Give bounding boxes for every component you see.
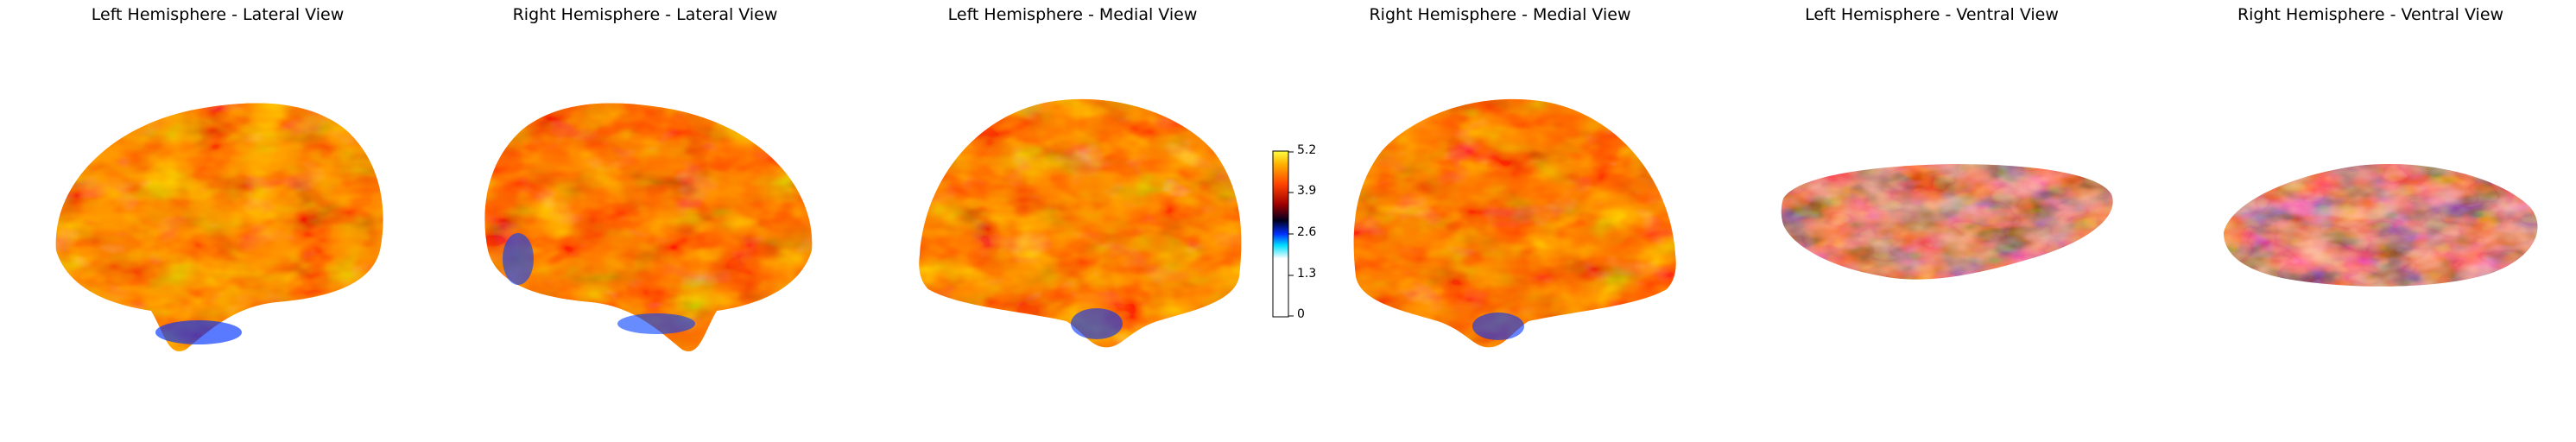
- colorbar: [1272, 150, 1294, 318]
- colorbar-tick-0: 0: [1297, 307, 1305, 321]
- colorbar-tick-5-2: 5.2: [1297, 143, 1317, 157]
- colorbar-tick-1-3: 1.3: [1297, 267, 1317, 281]
- brain-right-medial: [1353, 98, 1676, 348]
- brain-left-lateral: [55, 103, 383, 351]
- panel-title-right-medial: Right Hemisphere - Medial View: [1369, 5, 1631, 24]
- panel-title-left-lateral: Left Hemisphere - Lateral View: [91, 5, 345, 24]
- brain-right-lateral: [484, 103, 813, 351]
- panel-title-left-medial: Left Hemisphere - Medial View: [947, 5, 1198, 24]
- panel-title-left-ventral: Left Hemisphere - Ventral View: [1805, 5, 2059, 24]
- brain-left-medial: [919, 98, 1242, 348]
- brain-left-ventral: [1781, 164, 2113, 280]
- brain-right-ventral: [2224, 163, 2538, 287]
- colorbar-tick-2-6: 2.6: [1297, 225, 1317, 239]
- panel-title-right-ventral: Right Hemisphere - Ventral View: [2237, 5, 2504, 24]
- colorbar-tick-3-9: 3.9: [1297, 184, 1317, 198]
- panel-title-right-lateral: Right Hemisphere - Lateral View: [512, 5, 778, 24]
